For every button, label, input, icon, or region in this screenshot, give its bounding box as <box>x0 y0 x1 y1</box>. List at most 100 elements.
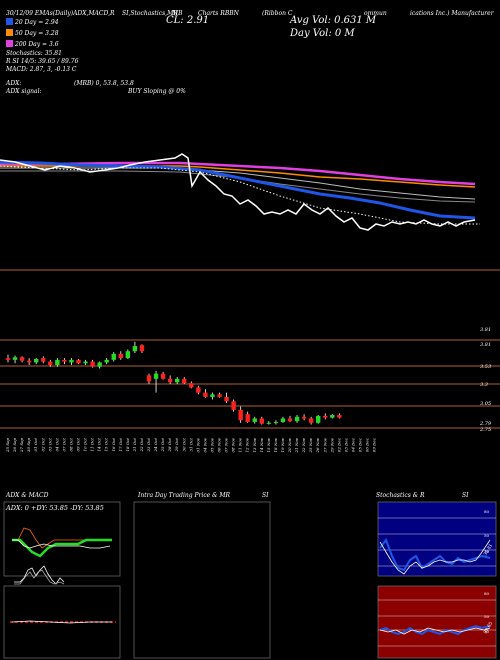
ema20-line <box>0 160 476 220</box>
adx-panel: ADX: 0 +DY: 53.85 -DY: 53.85 <box>3 501 121 659</box>
date-tick-label: 20 Nov <box>287 437 292 453</box>
ema50-swatch <box>6 29 13 36</box>
adx-values: ADX: 0 +DY: 53.85 -DY: 53.85 <box>5 504 104 512</box>
date-tick-label: 16 Oct <box>111 438 116 452</box>
ema20-legend: 20 Day = 2.94 <box>6 18 59 26</box>
candle-body <box>26 360 32 363</box>
date-tick-label: 12 Nov <box>245 437 250 452</box>
candle-body <box>308 418 314 423</box>
date-tick-label: 22 Oct <box>139 438 144 453</box>
candle-body <box>259 418 264 424</box>
ema20-swatch <box>6 18 13 25</box>
candle-body <box>111 353 116 360</box>
candle-body <box>34 358 39 363</box>
macd-value: MACD: 2.87, 3, -0.13 C <box>6 66 77 73</box>
candle-body <box>153 373 159 379</box>
price-tick-label: 3.05 <box>480 401 491 407</box>
date-tick-label: 04 Nov <box>202 437 207 452</box>
candle-body <box>76 359 81 364</box>
candle-body <box>104 359 109 363</box>
candles-group <box>5 341 342 425</box>
macd-signal-line <box>14 569 65 585</box>
price-tick-label: 2.79 <box>479 421 492 427</box>
date-tick-label: 29 Nov <box>329 437 334 453</box>
candle-body <box>266 422 272 424</box>
date-tick-label: 27 Sep <box>19 438 24 453</box>
candle-body <box>210 394 215 397</box>
candle-body <box>316 415 321 423</box>
date-tick-label: 04 Dec <box>350 437 355 452</box>
date-tick-label: 06 Nov <box>217 437 222 452</box>
rsi-box <box>377 585 497 659</box>
stoch-panel: 80 50 20 35.81 80 50 30 39.65 <box>377 501 497 659</box>
header-company-3: ications Inc.) Manufacturer <box>410 10 494 17</box>
date-tick-label: 01 Nov <box>195 437 200 452</box>
date-tick-label: 21 Nov <box>294 437 299 453</box>
candle-body <box>12 357 18 360</box>
stoch-panel-title: Stochastics & R <box>376 492 425 499</box>
candle-body <box>125 351 131 359</box>
rsi-value: R SI 14/5: 39.65 / 89.76 <box>6 58 79 65</box>
header-title: 30/12/09 EMAs(Daily)ADX,MACD,R <box>6 10 115 17</box>
date-tick-label: 03 Oct <box>47 438 52 452</box>
avg-volume: Avg Vol: 0.631 M <box>290 15 377 26</box>
stoch-value-label: 35.81 <box>483 543 495 557</box>
date-tick-label: 30 Oct <box>181 438 186 452</box>
date-tick-label: 25 Oct <box>160 438 165 453</box>
price-line <box>0 153 476 231</box>
date-tick-label: 05 Nov <box>209 437 214 452</box>
date-tick-label: 18 Nov <box>273 437 278 452</box>
candle-body <box>273 421 279 423</box>
candle-body <box>97 362 102 367</box>
price-tick-label: 3.53 <box>480 364 491 370</box>
macd-hist-line <box>11 620 112 624</box>
date-tick-label: 04 Oct <box>54 438 59 452</box>
candle-body <box>196 387 201 393</box>
day-volume: Day Vol: 0 M <box>290 28 355 39</box>
candle-body <box>90 361 95 367</box>
candle-body <box>118 353 123 359</box>
candle-body <box>330 415 335 418</box>
candle-panel: 25 Sep 26 Sep 27 Sep 30 Sep 01 Oct 02 Oct 03 O… <box>0 327 500 454</box>
date-tick-label: 01 Oct <box>33 438 38 452</box>
header-symbol: Charts RBBN <box>198 10 239 17</box>
adx-label: ADX: <box>6 80 22 87</box>
price-tick-label: 3.81 <box>480 327 491 333</box>
candle-body <box>294 416 300 422</box>
price-tick-label: 3.81 <box>480 342 491 348</box>
rsi-value-label: 39.65 <box>483 621 495 635</box>
candle-body <box>238 409 243 421</box>
stoch-panel-title-2: SI <box>462 492 469 499</box>
stoch-tick: 50 <box>484 533 490 538</box>
ema50-label: 50 Day = 3.28 <box>15 30 59 37</box>
intraday-box <box>133 501 271 659</box>
adx-panel-title: ADX & MACD <box>5 492 49 499</box>
date-tick-label: 02 Oct <box>40 438 45 452</box>
candle-body <box>55 359 60 366</box>
intraday-panel-title: Intra Day Trading Price & MR <box>137 492 231 499</box>
date-tick-label: 07 Nov <box>224 437 229 452</box>
date-tick-label: 14 Oct <box>97 438 102 452</box>
ema-grey-line-2 <box>0 170 476 203</box>
ema200-line <box>0 161 476 186</box>
stoch-k-line <box>379 537 491 572</box>
date-tick-label: 11 Nov <box>238 437 243 452</box>
date-tick-label: 15 Nov <box>266 437 271 452</box>
rsi-line <box>379 624 491 636</box>
date-tick-label: 27 Nov <box>322 437 327 453</box>
date-tick-label: 19 Nov <box>280 437 285 452</box>
date-tick-label: 08 Nov <box>231 437 236 452</box>
price-tick-label: 3.3 <box>480 382 488 388</box>
header-company-2: ommun <box>364 10 387 17</box>
ema200-swatch <box>6 40 13 47</box>
header-company: (Ribbon C <box>262 10 293 17</box>
date-tick-label: 13 Nov <box>252 437 257 452</box>
close-price: CL: 2.91 <box>166 15 210 26</box>
rsi-white-line <box>379 627 491 635</box>
date-tick-label: 25 Nov <box>308 437 313 453</box>
rsi-tick: 80 <box>484 591 490 596</box>
candle-body <box>189 383 194 388</box>
candle-body <box>175 378 180 383</box>
header-mb: MB <box>172 10 183 17</box>
